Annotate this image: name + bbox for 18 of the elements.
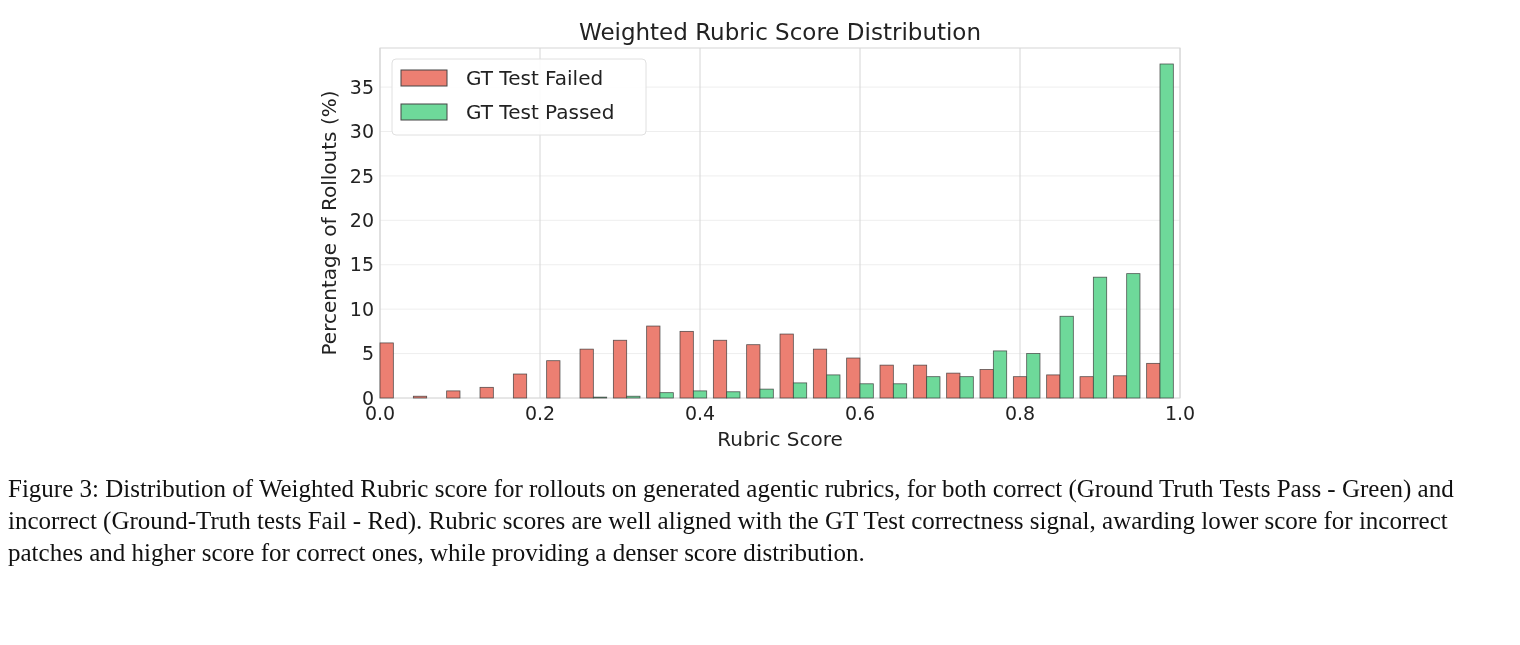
y-axis-title: Percentage of Rollouts (%): [317, 90, 341, 356]
y-tick-label: 5: [361, 342, 374, 365]
y-tick-label: 15: [349, 253, 374, 276]
x-axis-title: Rubric Score: [717, 427, 843, 451]
y-tick-label: 25: [349, 164, 374, 187]
x-tick-label: 0.4: [684, 402, 716, 424]
chart-title: Weighted Rubric Score Distribution: [578, 19, 982, 45]
y-tick-label: 35: [349, 75, 374, 98]
x-tick-label: 0.8: [1004, 402, 1036, 424]
x-tick-label: 0.6: [844, 402, 876, 424]
y-tick-label: 10: [349, 297, 374, 320]
legend-label: GT Test Failed: [466, 66, 604, 90]
caption: Figure 3: Distribution of Weighted Rubric score for rollouts on generated agentic rubrics, for both correct (Ground Truth Tests Pass - Green) and incorrect (Ground-Truth tests Fail - Red). Rubric scores are well aligned with the GT Test correctness signal, awarding lower score for incorrect patches and higher score for correct ones, while providing a denser score distribution.: [8, 474, 1455, 568]
x-tick-label: 1.0: [1164, 402, 1196, 424]
legend-label: GT Test Passed: [466, 100, 615, 124]
x-tick-label: 0.2: [524, 402, 556, 424]
y-tick-label: 30: [349, 120, 374, 143]
y-tick-label: 20: [349, 208, 374, 231]
